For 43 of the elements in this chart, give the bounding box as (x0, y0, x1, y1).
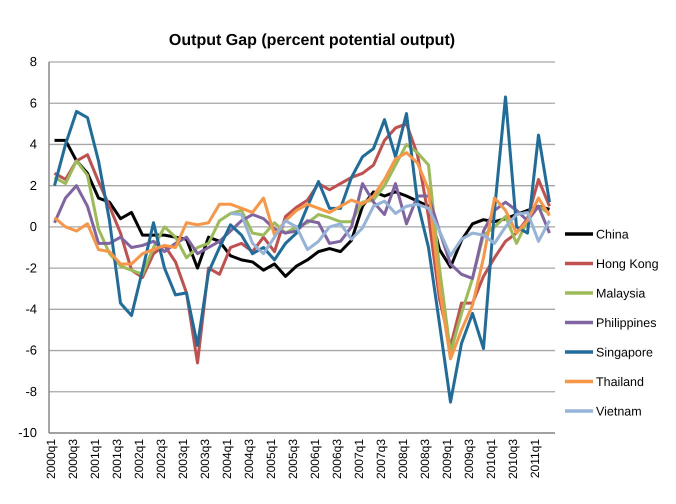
y-tick-label: -4 (25, 301, 37, 316)
x-tick-label: 2002q3 (154, 438, 168, 480)
y-tick-label: 4 (30, 136, 37, 152)
legend-label: Vietnam (596, 404, 642, 418)
y-tick-label: -2 (25, 260, 37, 276)
x-tick-label: 2008q3 (418, 438, 432, 480)
y-tick-label: -6 (25, 342, 37, 358)
x-tick-label: 2009q1 (440, 438, 454, 480)
x-tick-label: 2000q3 (66, 438, 80, 480)
legend-label: China (596, 227, 629, 242)
legend-label: Malaysia (596, 286, 646, 300)
x-tick-label: 2007q1 (352, 438, 366, 480)
y-tick-label: 8 (30, 54, 37, 70)
x-tick-label: 2009q3 (462, 438, 476, 480)
x-tick-label: 2004q1 (220, 438, 234, 480)
y-tick-label: 0 (30, 219, 37, 234)
x-tick-label: 2000q1 (44, 438, 58, 480)
x-tick-label: 2006q1 (308, 438, 322, 480)
x-tick-label: 2011q1 (528, 438, 542, 478)
line-series (53, 96, 551, 404)
legend-label: Thailand (596, 374, 644, 389)
x-tick-label: 2006q3 (330, 438, 344, 480)
x-tick-label: 2007q3 (374, 438, 388, 480)
x-tick-label: 2010q1 (484, 438, 498, 480)
legend-label: Hong Kong (596, 256, 659, 271)
x-tick-label: 2008q1 (396, 438, 410, 480)
y-tick-label: -10 (18, 425, 37, 440)
line-series (229, 200, 551, 258)
y-tick-label: 2 (30, 178, 37, 193)
legend-label: Philippines (596, 316, 656, 330)
x-tick-label: 2010q3 (506, 438, 520, 480)
x-tick-label: 2005q1 (264, 438, 278, 480)
x-tick-label: 2005q3 (286, 438, 300, 480)
y-tick-label: -8 (25, 384, 37, 399)
x-tick-label: 2001q3 (110, 438, 124, 480)
x-tick-label: 2004q3 (242, 438, 256, 480)
legend-label: Singapore (596, 345, 654, 360)
y-tick-label: 6 (30, 95, 37, 110)
x-tick-label: 2002q1 (132, 438, 146, 480)
x-tick-label: 2003q3 (198, 438, 212, 480)
x-tick-label: 2003q1 (176, 438, 190, 480)
x-tick-label: 2001q1 (88, 438, 102, 480)
chart-title: Output Gap (percent potential output) (168, 32, 456, 49)
